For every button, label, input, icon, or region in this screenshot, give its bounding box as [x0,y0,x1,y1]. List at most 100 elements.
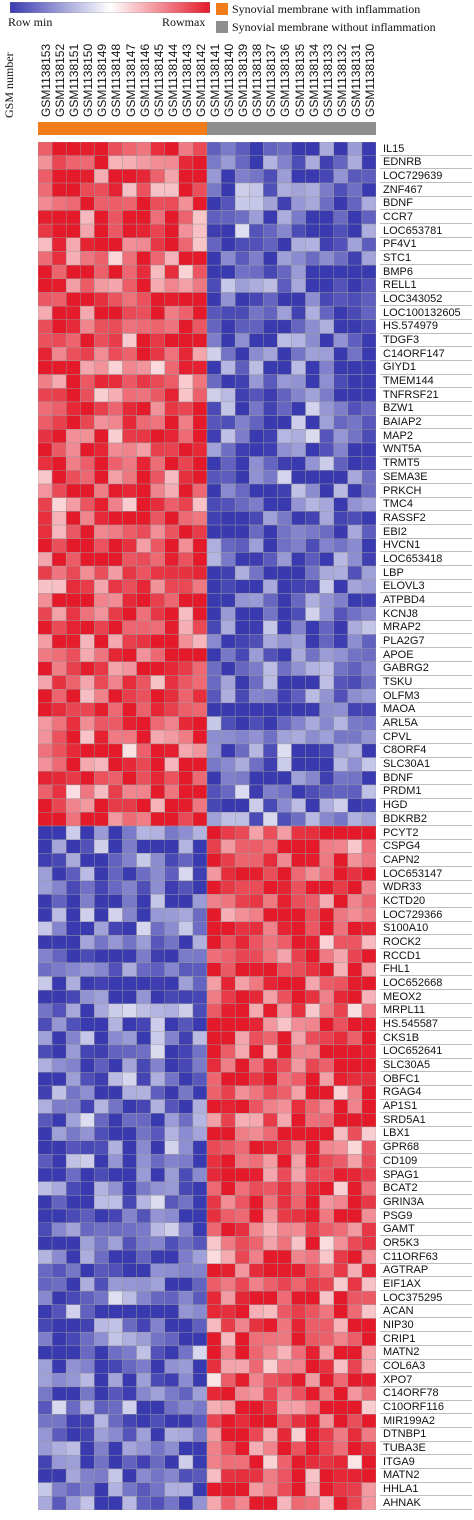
heatmap-cell [206,948,222,963]
heatmap-cell [291,1468,306,1483]
heatmap-cell [178,278,194,293]
heatmap-cell [249,1455,264,1470]
column-label: GSM1138140 [222,43,237,117]
heatmap-cell [319,1482,334,1497]
heatmap-cell [319,976,334,991]
row-label: CKS1B [383,1031,420,1044]
heatmap-cell [80,853,95,868]
heatmap-cell [263,142,278,156]
heatmap-cell [291,1386,306,1401]
heatmap-cell [178,894,194,909]
heatmap-cell [206,1331,222,1347]
heatmap-cell [80,907,95,922]
heatmap-cell [178,1482,194,1497]
heatmap-cell [122,182,137,197]
heatmap-cell [136,1277,151,1292]
heatmap-cell [178,1208,194,1223]
heatmap-cell [305,470,320,485]
heatmap-cell [249,169,264,184]
heatmap-cell [234,976,250,991]
heatmap-cell [220,579,236,594]
row-label: KCTD20 [383,894,426,907]
heatmap-cell [305,1455,320,1470]
heatmap-cell [234,497,250,512]
heatmap-cell [206,1140,222,1155]
heatmap-cell [178,1468,194,1483]
heatmap-cell [38,866,53,881]
heatmap-cell [164,1236,180,1251]
heatmap-cell [263,771,278,786]
heatmap-cell [150,1441,165,1456]
heatmap-cell [122,346,137,362]
heatmap-cell [136,730,151,745]
row-rule [380,1358,472,1360]
heatmap-cell [291,346,306,362]
row-rule [380,1399,472,1401]
heatmap-cell [291,1496,306,1510]
heatmap-cell [108,319,123,334]
heatmap-cell [206,1195,222,1210]
heatmap-cell [108,593,123,608]
heatmap-cell [319,1496,334,1510]
heatmap-cell [206,1017,222,1032]
heatmap-cell [108,1304,123,1319]
heatmap-cell [220,675,236,690]
heatmap-cell [80,1414,95,1429]
heatmap-cell [38,1468,53,1483]
heatmap-cell [234,1372,250,1388]
heatmap-cell [333,1072,349,1087]
heatmap-cell [206,1222,222,1237]
heatmap-cell [51,1372,67,1388]
heatmap-cell [80,429,95,444]
heatmap-cell [319,757,334,772]
heatmap-cell [277,579,292,594]
heatmap-cell [136,142,151,156]
heatmap-cell [108,743,123,758]
heatmap-cell [65,237,81,252]
heatmap-cell [192,305,208,321]
heatmap-cell [94,1031,109,1046]
heatmap-cell [333,1400,349,1415]
column-label: GSM1138143 [179,43,194,117]
heatmap-cell [122,388,137,403]
heatmap-cell [178,456,194,471]
heatmap-cell [80,333,95,348]
heatmap-cell [291,237,306,252]
heatmap-cell [122,1181,137,1196]
heatmap-cell [333,1331,349,1347]
heatmap-cell [234,907,250,922]
heatmap-cell [178,415,194,430]
heatmap-cell [94,812,109,827]
heatmap-cell [206,142,222,156]
heatmap-cell [263,907,278,922]
heatmap-cell [122,634,137,649]
heatmap-cell [108,237,123,252]
heatmap-cell [333,538,349,553]
heatmap-cell [150,1208,165,1223]
heatmap-cell [164,1331,180,1347]
heatmap-cell [164,702,180,717]
heatmap-cell [234,538,250,553]
heatmap-cell [122,1318,137,1333]
heatmap-cell [319,1072,334,1087]
heatmap-cell [178,675,194,690]
heatmap-cell [136,661,151,676]
heatmap-cell [122,1044,137,1059]
heatmap-cell [305,1304,320,1319]
row-rule [380,524,472,526]
heatmap-cell [136,825,151,840]
heatmap-cell [347,743,363,758]
heatmap-cell [220,1003,236,1018]
heatmap-cell [361,798,376,813]
heatmap-cell [347,142,363,156]
heatmap-cell [361,1003,376,1018]
heatmap-cell [263,1167,278,1182]
heatmap-cell [263,894,278,909]
heatmap-cell [263,1058,278,1073]
heatmap-cell [277,593,292,608]
heatmap-cell [150,483,165,498]
heatmap-cell [319,1003,334,1018]
heatmap-cell [291,730,306,745]
heatmap-cell [192,1400,208,1415]
heatmap-cell [319,223,334,238]
